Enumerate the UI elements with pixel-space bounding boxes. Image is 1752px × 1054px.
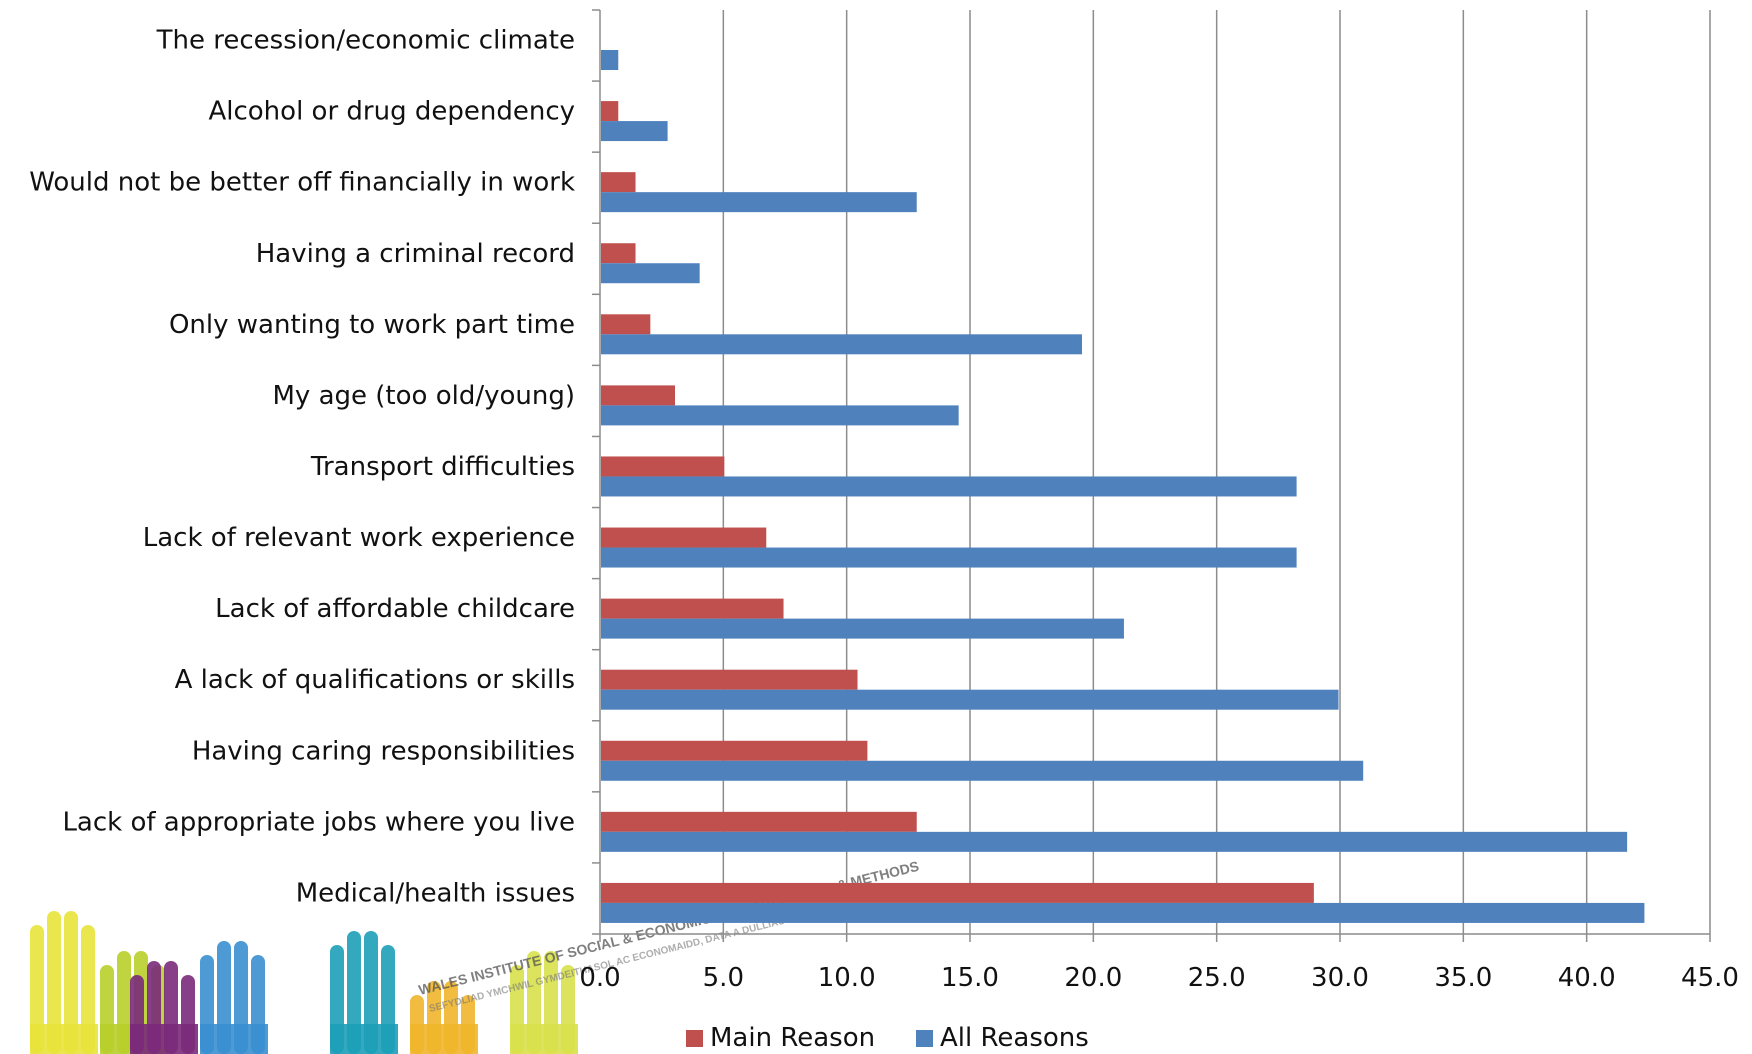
- hand-orange: [410, 981, 478, 1054]
- category-labels: The recession/economic climate Alcohol or…: [29, 26, 575, 909]
- gridlines: [722, 10, 1711, 934]
- category-label: Only wanting to work part time: [169, 310, 575, 340]
- x-tick-label: 5.0: [703, 963, 744, 993]
- legend-label-all-reasons: All Reasons: [940, 1023, 1089, 1053]
- legend: Main Reason All Reasons: [686, 1023, 1089, 1053]
- bar-all-reasons: [601, 50, 619, 70]
- x-tick-label: 35.0: [1434, 963, 1492, 993]
- bar-main-reason: [601, 314, 651, 335]
- hand-teal: [330, 931, 398, 1054]
- x-tick-label: 10.0: [818, 963, 876, 993]
- legend-swatch-all-reasons: [916, 1030, 933, 1047]
- category-label: A lack of qualifications or skills: [175, 665, 575, 695]
- bar-all-reasons: [601, 618, 1124, 639]
- bar-main-reason: [601, 811, 917, 832]
- hand-palm: [130, 1024, 198, 1054]
- bar-main-reason: [601, 882, 1314, 903]
- category-label: Alcohol or drug dependency: [208, 97, 575, 127]
- hand-finger: [81, 925, 95, 1054]
- category-label: The recession/economic climate: [156, 26, 575, 56]
- bar-main-reason: [601, 527, 767, 548]
- hand-palm: [330, 1024, 398, 1054]
- bar-main-reason: [601, 101, 619, 122]
- hand-yellow: [30, 911, 98, 1054]
- hand-palm: [200, 1024, 268, 1054]
- hand-finger: [64, 911, 78, 1054]
- hand-finger: [47, 911, 61, 1054]
- category-label: Having caring responsibilities: [192, 736, 575, 766]
- bar-all-reasons: [601, 760, 1364, 781]
- hand-finger: [364, 931, 378, 1054]
- bar-all-reasons: [601, 689, 1339, 710]
- bars: [601, 50, 1645, 923]
- category-label: Transport difficulties: [310, 452, 575, 482]
- x-tick-label: 0.0: [579, 963, 620, 993]
- bar-all-reasons: [601, 405, 959, 426]
- bar-main-reason: [601, 243, 636, 264]
- bar-all-reasons: [601, 831, 1628, 852]
- category-label: Having a criminal record: [256, 239, 575, 269]
- bar-all-reasons: [601, 263, 700, 284]
- hand-purple: [130, 961, 198, 1054]
- bar-main-reason: [601, 669, 858, 690]
- x-tick-labels: 0.0 5.0 10.0 15.0 20.0 25.0 30.0 35.0 40.0 45.0: [579, 963, 1739, 993]
- bar-all-reasons: [601, 547, 1297, 568]
- x-tick-label: 40.0: [1558, 963, 1616, 993]
- x-tick-label: 45.0: [1681, 963, 1739, 993]
- legend-label-main-reason: Main Reason: [710, 1023, 875, 1053]
- bar-all-reasons: [601, 192, 917, 213]
- bar-all-reasons: [601, 902, 1645, 923]
- bar-all-reasons: [601, 121, 668, 142]
- category-label: My age (too old/young): [273, 381, 576, 411]
- bar-main-reason: [601, 740, 868, 761]
- hand-finger: [30, 925, 44, 1054]
- bar-main-reason: [601, 385, 675, 406]
- x-tick-label: 25.0: [1188, 963, 1246, 993]
- bar-all-reasons: [601, 476, 1297, 497]
- axes: [592, 9, 1711, 942]
- x-tick-label: 15.0: [941, 963, 999, 993]
- x-tick-label: 20.0: [1064, 963, 1122, 993]
- category-label: Lack of affordable childcare: [215, 594, 575, 624]
- hand-lime: [510, 951, 578, 1054]
- hand-palm: [30, 1024, 98, 1054]
- hand-palm: [410, 1024, 478, 1054]
- category-label: Lack of appropriate jobs where you live: [62, 807, 575, 837]
- hand-blue: [200, 941, 268, 1054]
- bar-main-reason: [601, 456, 725, 477]
- bar-main-reason: [601, 598, 784, 619]
- bar-all-reasons: [601, 334, 1082, 355]
- category-label: Lack of relevant work experience: [143, 523, 575, 553]
- x-tick-label: 30.0: [1311, 963, 1369, 993]
- category-label: Medical/health issues: [296, 878, 575, 908]
- hand-finger: [347, 931, 361, 1054]
- category-label: Would not be better off financially in w…: [29, 168, 575, 198]
- legend-swatch-main-reason: [686, 1030, 703, 1047]
- bar-main-reason: [601, 172, 636, 193]
- hand-palm: [510, 1024, 578, 1054]
